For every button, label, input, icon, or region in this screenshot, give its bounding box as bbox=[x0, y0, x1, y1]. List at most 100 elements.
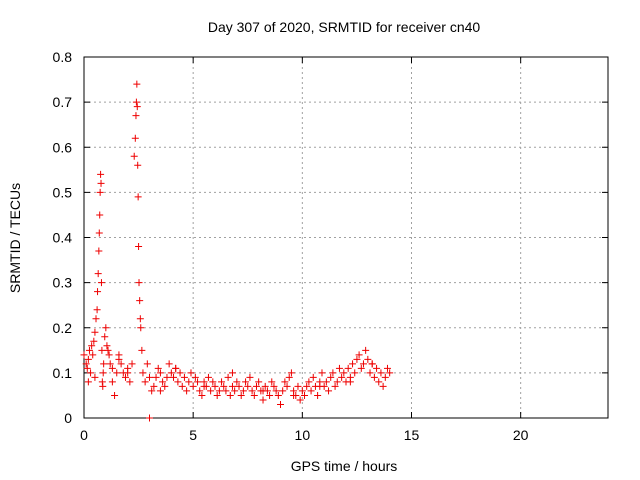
data-point bbox=[325, 387, 333, 395]
data-point bbox=[370, 373, 378, 381]
data-point bbox=[277, 400, 284, 408]
y-tick-label: 0.4 bbox=[53, 230, 73, 246]
data-point bbox=[126, 378, 134, 386]
data-point bbox=[379, 382, 387, 390]
data-point bbox=[357, 364, 365, 372]
data-point bbox=[172, 364, 180, 372]
data-point bbox=[138, 346, 146, 354]
data-point bbox=[359, 360, 367, 368]
data-point bbox=[298, 387, 306, 395]
data-point bbox=[237, 391, 245, 399]
data-point bbox=[226, 391, 234, 399]
data-point bbox=[255, 378, 263, 386]
data-point bbox=[244, 382, 252, 390]
data-point bbox=[132, 112, 140, 120]
data-point bbox=[100, 360, 108, 368]
data-point bbox=[178, 382, 186, 390]
data-point bbox=[97, 179, 105, 187]
data-point bbox=[134, 193, 142, 201]
data-point bbox=[259, 396, 267, 404]
data-point bbox=[316, 382, 324, 390]
data-point bbox=[220, 382, 228, 390]
data-point bbox=[96, 188, 104, 196]
y-tick-label: 0.5 bbox=[53, 184, 73, 200]
data-point bbox=[364, 355, 372, 363]
data-point bbox=[152, 373, 160, 381]
data-point bbox=[272, 387, 280, 395]
data-point bbox=[150, 382, 158, 390]
data-point bbox=[97, 170, 105, 178]
y-tick-label: 0 bbox=[64, 410, 72, 426]
data-point bbox=[111, 391, 119, 399]
data-point bbox=[224, 373, 232, 381]
data-point bbox=[194, 378, 202, 386]
data-point bbox=[213, 391, 221, 399]
data-point bbox=[96, 211, 104, 219]
data-point bbox=[246, 373, 254, 381]
data-point bbox=[185, 378, 193, 386]
data-point bbox=[355, 351, 363, 359]
data-point bbox=[92, 315, 100, 323]
data-point bbox=[252, 382, 260, 390]
data-point bbox=[113, 369, 121, 377]
data-point bbox=[242, 378, 250, 386]
data-point bbox=[349, 360, 357, 368]
data-point bbox=[377, 369, 385, 377]
data-point bbox=[228, 369, 236, 377]
data-point bbox=[322, 378, 330, 386]
data-point bbox=[368, 360, 376, 368]
data-point bbox=[281, 378, 289, 386]
data-point bbox=[156, 387, 164, 395]
data-point bbox=[143, 360, 151, 368]
data-point bbox=[207, 387, 215, 395]
data-point bbox=[105, 351, 113, 359]
data-point bbox=[296, 396, 304, 404]
data-point bbox=[331, 382, 339, 390]
data-point bbox=[91, 328, 99, 336]
data-point bbox=[287, 369, 295, 377]
data-point bbox=[375, 378, 383, 386]
grid bbox=[84, 57, 608, 418]
data-point bbox=[90, 337, 98, 345]
data-point bbox=[95, 247, 103, 255]
data-point bbox=[268, 378, 276, 386]
data-point bbox=[248, 387, 256, 395]
data-point bbox=[198, 391, 206, 399]
y-tick-label: 0.6 bbox=[53, 139, 73, 155]
data-point bbox=[93, 306, 101, 314]
data-point bbox=[279, 387, 287, 395]
x-axis-title: GPS time / hours bbox=[291, 458, 398, 474]
data-point bbox=[87, 369, 95, 377]
data-point bbox=[170, 373, 178, 381]
x-ticks: 0 5 10 15 20 bbox=[80, 57, 529, 443]
data-point bbox=[94, 270, 102, 278]
data-point bbox=[108, 364, 116, 372]
y-tick-label: 0.8 bbox=[53, 49, 73, 65]
y-tick-label: 0.1 bbox=[53, 365, 73, 381]
data-point bbox=[329, 369, 337, 377]
data-point bbox=[274, 391, 282, 399]
data-point bbox=[266, 391, 274, 399]
data-point bbox=[84, 355, 92, 363]
data-point bbox=[165, 360, 173, 368]
data-point bbox=[314, 391, 322, 399]
data-point bbox=[191, 373, 199, 381]
data-point bbox=[231, 387, 239, 395]
y-tick-label: 0.7 bbox=[53, 94, 73, 110]
data-point bbox=[108, 378, 116, 386]
data-point bbox=[346, 378, 354, 386]
data-point bbox=[88, 342, 96, 350]
data-point bbox=[141, 378, 149, 386]
data-point bbox=[154, 364, 162, 372]
data-point bbox=[163, 373, 171, 381]
y-axis-title: SRMTID / TECUs bbox=[7, 183, 23, 293]
data-point bbox=[233, 378, 241, 386]
data-point bbox=[134, 161, 142, 169]
data-point bbox=[305, 378, 313, 386]
x-tick-label: 0 bbox=[80, 427, 88, 443]
chart-title: Day 307 of 2020, SRMTID for receiver cn4… bbox=[208, 19, 481, 35]
data-point bbox=[228, 382, 236, 390]
y-ticks: 0 0.1 0.2 0.3 0.4 0.5 0.6 0.7 0.8 bbox=[53, 49, 608, 426]
data-point bbox=[303, 382, 311, 390]
